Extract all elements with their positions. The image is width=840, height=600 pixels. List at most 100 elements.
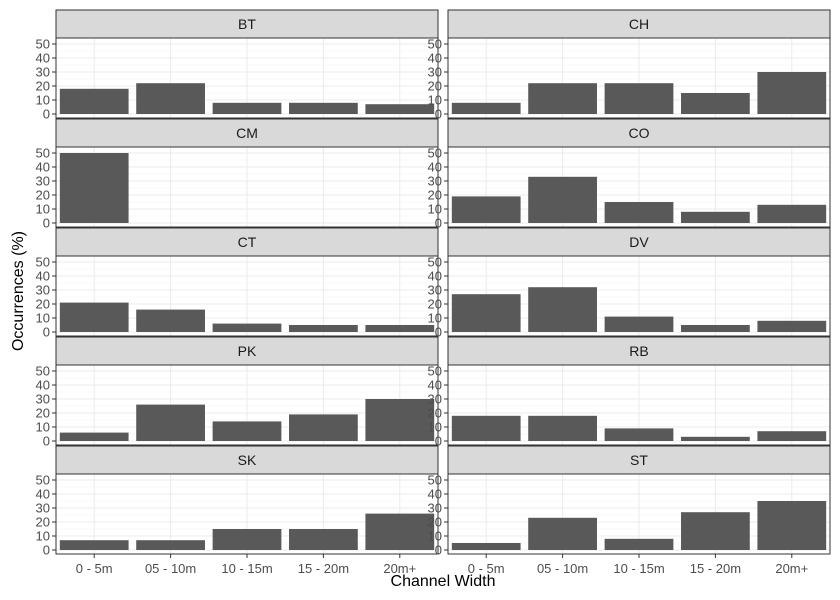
y-tick-label: 10 xyxy=(36,311,50,326)
panel-border xyxy=(447,364,831,446)
bar-pk-1 xyxy=(136,404,205,441)
y-tick-label: 10 xyxy=(428,420,442,435)
y-tick-label: 20 xyxy=(428,515,442,530)
y-tick-label: 40 xyxy=(36,51,50,66)
y-tick-label: 10 xyxy=(36,529,50,544)
y-tick-label: 40 xyxy=(36,487,50,502)
y-tick-label: 50 xyxy=(36,364,50,379)
y-tick-label: 30 xyxy=(428,174,442,189)
bar-co-0 xyxy=(451,196,521,223)
facet-strip-label: CT xyxy=(238,234,257,250)
facet-strip-label: RB xyxy=(629,343,648,359)
bar-st-0 xyxy=(451,543,521,550)
y-tick-label: 20 xyxy=(428,297,442,312)
y-tick-label: 40 xyxy=(36,160,50,175)
bar-st-4 xyxy=(757,501,827,550)
y-tick-label: 40 xyxy=(428,51,442,66)
x-tick-label: 10 - 15m xyxy=(221,561,272,576)
y-tick-label: 50 xyxy=(36,146,50,161)
bar-ct-1 xyxy=(136,309,205,332)
y-tick-label: 50 xyxy=(428,473,442,488)
y-tick-label: 30 xyxy=(428,283,442,298)
bar-ch-3 xyxy=(681,93,750,114)
bar-co-4 xyxy=(757,204,827,223)
y-tick-label: 30 xyxy=(36,65,50,80)
x-tick-label: 15 - 20m xyxy=(298,561,349,576)
y-tick-label: 20 xyxy=(428,406,442,421)
y-tick-label: 30 xyxy=(36,283,50,298)
facet-strip-label: BT xyxy=(238,16,256,32)
bar-st-1 xyxy=(528,517,597,550)
y-tick-label: 0 xyxy=(43,434,50,449)
y-tick-label: 0 xyxy=(435,434,442,449)
y-tick-label: 0 xyxy=(43,216,50,231)
y-tick-label: 50 xyxy=(36,473,50,488)
bar-ch-0 xyxy=(451,102,521,114)
bar-bt-3 xyxy=(289,102,358,114)
y-tick-label: 10 xyxy=(428,311,442,326)
y-tick-label: 0 xyxy=(435,107,442,122)
y-tick-label: 50 xyxy=(36,37,50,52)
bar-pk-4 xyxy=(365,399,435,441)
bar-dv-3 xyxy=(681,325,750,332)
bar-bt-4 xyxy=(365,104,435,114)
bar-pk-2 xyxy=(212,421,282,441)
facet-strip-label: CM xyxy=(236,125,258,141)
bar-ch-2 xyxy=(604,83,674,114)
y-tick-label: 0 xyxy=(43,543,50,558)
y-tick-label: 50 xyxy=(428,146,442,161)
facet-strip-label: CO xyxy=(629,125,650,141)
facet-strip xyxy=(55,445,439,475)
y-tick-label: 40 xyxy=(428,269,442,284)
y-tick-label: 50 xyxy=(36,255,50,270)
bar-rb-2 xyxy=(604,428,674,441)
bar-ch-1 xyxy=(528,83,597,114)
x-tick-label: 0 - 5m xyxy=(76,561,113,576)
panel-border xyxy=(447,37,831,119)
facet-strip xyxy=(447,9,831,39)
y-tick-label: 20 xyxy=(36,79,50,94)
bar-dv-1 xyxy=(528,287,597,332)
y-tick-label: 40 xyxy=(36,378,50,393)
y-tick-label: 10 xyxy=(428,93,442,108)
gridlines xyxy=(56,38,438,118)
y-tick-label: 0 xyxy=(435,325,442,340)
bar-ct-4 xyxy=(365,325,435,332)
y-tick-label: 10 xyxy=(36,202,50,217)
bar-ch-4 xyxy=(757,72,827,114)
panel-border xyxy=(447,146,831,228)
bar-dv-2 xyxy=(604,316,674,332)
y-tick-label: 20 xyxy=(428,188,442,203)
y-tick-label: 40 xyxy=(36,269,50,284)
panel-border xyxy=(55,146,439,228)
x-tick-label: 20m+ xyxy=(775,561,808,576)
y-tick-label: 0 xyxy=(43,107,50,122)
y-tick-label: 20 xyxy=(36,188,50,203)
y-tick-label: 30 xyxy=(36,501,50,516)
y-tick-label: 30 xyxy=(428,392,442,407)
x-tick-label: 05 - 10m xyxy=(145,561,196,576)
facet-strip-label: DV xyxy=(629,234,649,250)
x-tick-label: 05 - 10m xyxy=(537,561,588,576)
facet-strip-label: ST xyxy=(630,452,648,468)
bar-bt-1 xyxy=(136,83,205,114)
bar-st-2 xyxy=(604,538,674,550)
y-tick-label: 30 xyxy=(428,65,442,80)
bar-bt-2 xyxy=(212,102,282,114)
bar-rb-3 xyxy=(681,436,750,441)
bar-sk-3 xyxy=(289,529,358,550)
facet-strip xyxy=(55,9,439,39)
